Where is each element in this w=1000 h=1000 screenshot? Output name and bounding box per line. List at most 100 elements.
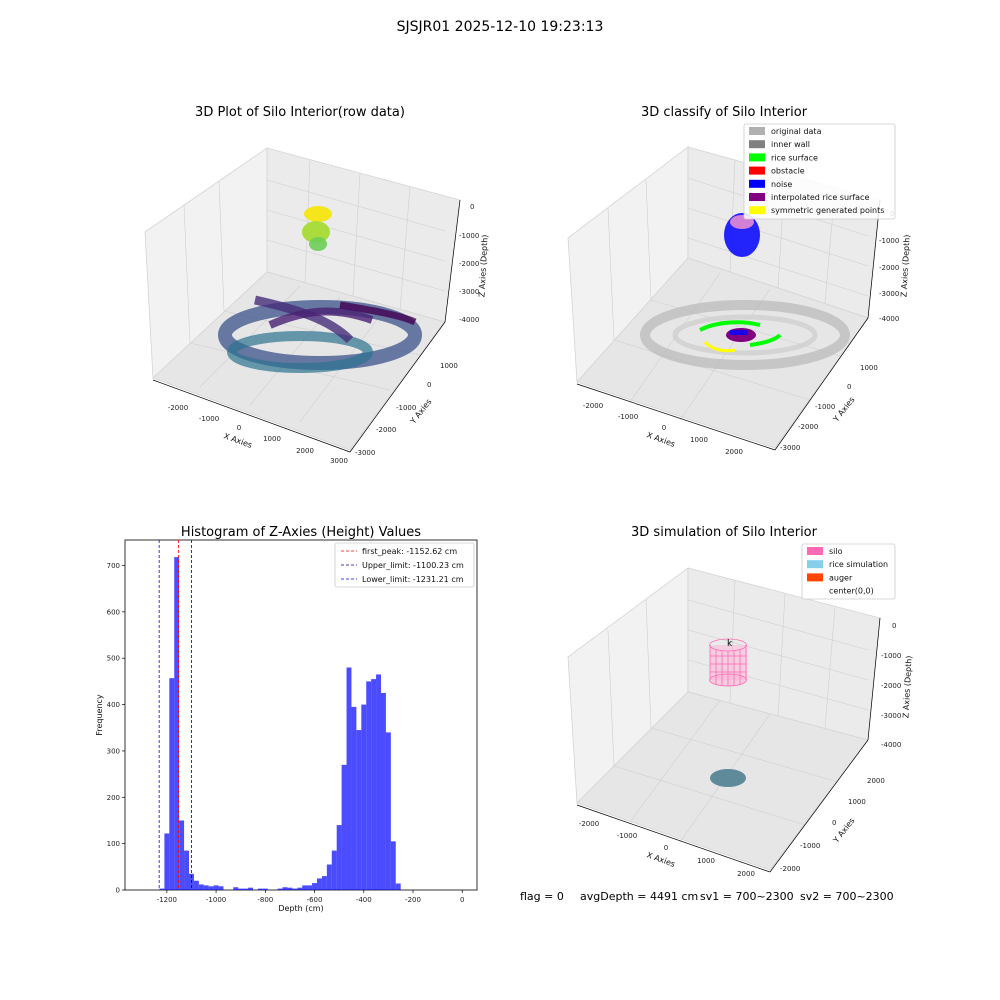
- histogram-bar: [366, 681, 372, 890]
- xtick: 0: [237, 424, 241, 432]
- y-axis-label: Frequency: [95, 694, 104, 736]
- histogram-bar: [326, 864, 332, 890]
- ytick: 0: [832, 819, 836, 827]
- raw-points-lower: [218, 295, 422, 373]
- xtick: -1000: [618, 413, 638, 421]
- center-marker: k: [727, 639, 733, 649]
- rice-simulation-surface: [710, 769, 746, 787]
- xtick: -1000: [199, 415, 219, 423]
- histogram-bar: [336, 825, 342, 890]
- legend-label: original data: [771, 127, 822, 136]
- x-axis-label: Depth (cm): [278, 904, 323, 913]
- histogram-bar: [213, 885, 219, 890]
- histogram-bar: [371, 679, 377, 890]
- histogram-legend: first_peak: -1152.62 cm Upper_limit: -110…: [334, 542, 475, 588]
- histogram-bar: [174, 557, 180, 890]
- ztick: -3000: [459, 288, 479, 296]
- ytick: -2000: [798, 423, 818, 431]
- legend-label: obstacle: [771, 167, 805, 176]
- histogram-bar: [169, 678, 175, 890]
- panel-raw-title: 3D Plot of Silo Interior(row data): [195, 105, 405, 120]
- ztick: -1000: [879, 237, 899, 245]
- ytick: 0: [847, 383, 851, 391]
- histogram-bar: [302, 885, 308, 890]
- legend-label: inner wall: [771, 140, 810, 149]
- x-axis-label: X Axies: [645, 430, 676, 449]
- simulation-legend: silo rice simulation auger center(0,0): [801, 543, 896, 600]
- x-tick-label: -800: [257, 896, 273, 904]
- ztick: -4000: [881, 741, 901, 749]
- panel-classify-3d: 3D classify of Silo Interior: [567, 105, 912, 456]
- y-ticks: 0 100 200 300 400 500 600 700: [107, 562, 125, 895]
- ztick: -3000: [881, 712, 901, 720]
- histogram-bar: [385, 732, 391, 890]
- threshold-lines: [158, 540, 192, 890]
- legend-swatch: [807, 586, 823, 595]
- panel-raw-3d: 3D Plot of Silo Interior(row data): [144, 105, 490, 465]
- legend-label: Lower_limit: -1231.21 cm: [362, 575, 464, 584]
- histogram-bar: [321, 876, 327, 890]
- histogram-bar: [193, 880, 199, 890]
- panel-classify-title: 3D classify of Silo Interior: [641, 105, 808, 120]
- xtick: 2000: [725, 448, 743, 456]
- legend-label: auger: [829, 573, 853, 582]
- ztick: -2000: [879, 264, 899, 272]
- legend-swatch: [749, 166, 765, 175]
- histogram-bar: [164, 833, 170, 890]
- figure-title: SJSJR01 2025-12-10 19:23:13: [397, 19, 604, 35]
- xtick: 1000: [690, 436, 708, 444]
- raw-points-upper: [302, 206, 332, 251]
- legend-label: center(0,0): [829, 587, 874, 596]
- y-tick-label: 300: [107, 747, 120, 755]
- histogram-bar: [248, 887, 253, 890]
- x-axis-label: X Axies: [645, 850, 676, 869]
- histogram-bar: [257, 888, 263, 890]
- histogram-bar: [351, 706, 357, 890]
- histogram-bar: [282, 887, 288, 890]
- legend-swatch: [807, 547, 823, 555]
- histogram-bar: [297, 887, 303, 890]
- histogram-bar: [198, 884, 204, 890]
- y-tick-label: 500: [107, 655, 120, 663]
- xtick: -2000: [579, 820, 599, 828]
- z-axis-label: Z Axies (Depth): [899, 234, 911, 297]
- histogram-title: Histogram of Z-Axies (Height) Values: [181, 525, 421, 540]
- ytick: -2000: [780, 865, 800, 873]
- ytick: 2000: [867, 777, 885, 785]
- xtick: 0: [662, 424, 666, 432]
- histogram-bar: [356, 730, 362, 890]
- legend-label: symmetric generated points: [771, 206, 884, 215]
- xtick: -2000: [583, 402, 603, 410]
- legend-swatch: [749, 179, 765, 188]
- histogram-bar: [159, 888, 165, 890]
- histogram-bar: [312, 883, 317, 890]
- xtick: 3000: [330, 457, 348, 465]
- panel-simulation-title: 3D simulation of Silo Interior: [631, 525, 818, 540]
- ztick: -1000: [459, 232, 479, 240]
- histogram-bar: [218, 886, 224, 890]
- legend-swatch: [749, 127, 765, 135]
- legend-swatch: [749, 193, 765, 201]
- xtick: 0: [664, 844, 668, 852]
- ztick: -2000: [881, 682, 901, 690]
- avg-depth-text: avgDepth = 4491 cm: [580, 890, 698, 903]
- classify-legend: original data inner wall rice surface obsta…: [743, 123, 896, 220]
- x-tick-label: 0: [460, 896, 464, 904]
- z-axis-label: Z Axies (Depth): [477, 234, 489, 297]
- x-axis-label: X Axies: [222, 431, 253, 450]
- histogram-bar: [361, 704, 367, 890]
- classified-points: [640, 213, 850, 370]
- histogram-bar: [331, 850, 337, 890]
- y-tick-label: 200: [107, 794, 120, 802]
- x-tick-label: -600: [307, 896, 323, 904]
- histogram-bar: [376, 674, 381, 890]
- histogram-bar: [307, 885, 313, 890]
- histogram-bar: [390, 841, 396, 890]
- x-tick-label: -200: [405, 896, 421, 904]
- legend-label: rice simulation: [829, 560, 888, 569]
- histogram-bar: [292, 888, 298, 890]
- ztick: -3000: [879, 290, 899, 298]
- ytick: 0: [427, 381, 431, 389]
- legend-label: silo: [829, 547, 843, 556]
- z-axis-label: Z Axies (Depth): [901, 655, 913, 718]
